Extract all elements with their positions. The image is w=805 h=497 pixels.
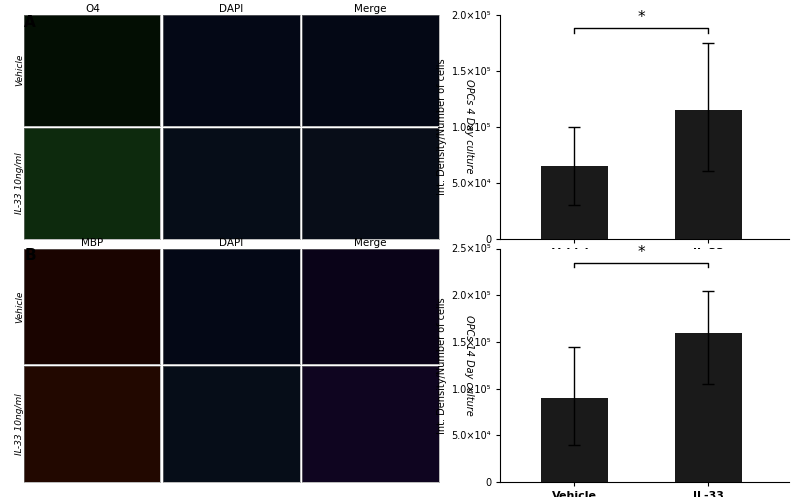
Y-axis label: Int. Density/Number of cells: Int. Density/Number of cells bbox=[437, 59, 448, 195]
Text: OPCs 4 Day culture: OPCs 4 Day culture bbox=[464, 80, 474, 174]
Text: B: B bbox=[24, 248, 35, 263]
Y-axis label: Int. Density/Number of cells: Int. Density/Number of cells bbox=[437, 297, 448, 433]
Text: *: * bbox=[638, 10, 645, 25]
Title: DAPI: DAPI bbox=[219, 238, 243, 248]
Title: MBP: MBP bbox=[81, 238, 103, 248]
Y-axis label: IL-33 10ng/ml: IL-33 10ng/ml bbox=[15, 152, 24, 214]
Text: *: * bbox=[638, 245, 645, 260]
Title: Merge: Merge bbox=[354, 4, 386, 14]
Y-axis label: Vehicle: Vehicle bbox=[15, 290, 24, 323]
Title: DAPI: DAPI bbox=[219, 4, 243, 14]
Title: O4: O4 bbox=[85, 4, 100, 14]
Title: Merge: Merge bbox=[354, 238, 386, 248]
Bar bbox=[540, 166, 608, 239]
Y-axis label: Vehicle: Vehicle bbox=[15, 54, 24, 86]
Bar bbox=[675, 332, 742, 482]
Text: A: A bbox=[24, 15, 36, 30]
Bar bbox=[675, 110, 742, 239]
Y-axis label: IL-33 10ng/ml: IL-33 10ng/ml bbox=[15, 394, 24, 455]
Bar bbox=[540, 398, 608, 482]
Text: OPCs 14 Day culture: OPCs 14 Day culture bbox=[464, 315, 474, 415]
